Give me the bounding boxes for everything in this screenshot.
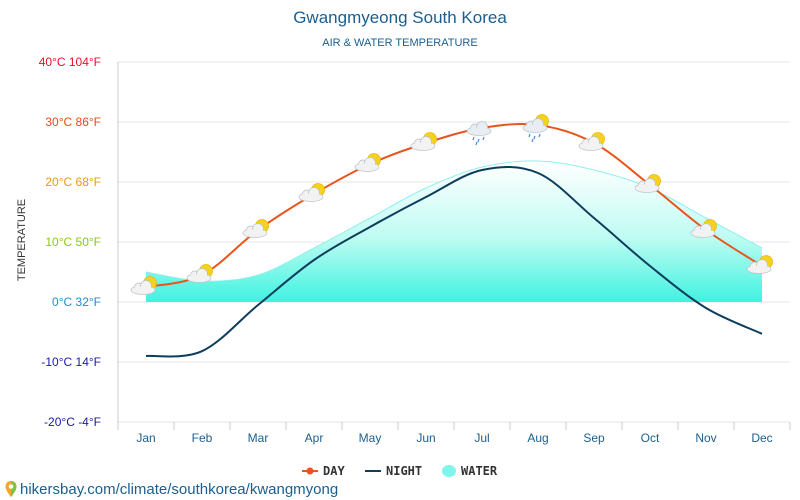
x-tick-label: Apr <box>305 431 324 445</box>
legend-label: WATER <box>461 464 498 478</box>
x-tick-label: Jan <box>136 431 155 445</box>
source-url: hikersbay.com/climate/southkorea/kwangmy… <box>20 480 339 498</box>
series-night-line <box>145 166 763 358</box>
partly-cloudy-icon <box>242 219 269 238</box>
y-tick-label: 10°C 50°F <box>45 235 101 249</box>
x-tick-label: May <box>359 431 382 445</box>
legend-item-night[interactable]: NIGHT <box>365 464 422 478</box>
x-tick-label: Dec <box>751 431 772 445</box>
y-tick-label: -10°C 14°F <box>41 355 101 369</box>
legend-item-water[interactable]: WATER <box>442 464 498 478</box>
partly-cloudy-icon <box>690 219 717 238</box>
partly-cloudy-icon <box>746 255 773 274</box>
x-tick-label: Feb <box>192 431 213 445</box>
y-tick-label: 20°C 68°F <box>45 175 101 189</box>
chart-subtitle: AIR & WATER TEMPERATURE <box>322 37 477 49</box>
x-tick-label: Aug <box>527 431 548 445</box>
x-tick-label: Sep <box>583 431 605 445</box>
partly-cloudy-icon <box>186 264 213 283</box>
partly-cloudy-icon <box>130 276 157 295</box>
partly-cloudy-icon <box>410 132 437 151</box>
y-axis-label: TEMPERATURE <box>16 199 28 281</box>
chart-title: Gwangmyeong South Korea <box>293 8 507 27</box>
partly-cloudy-icon <box>298 183 325 202</box>
partly-cloudy-icon <box>354 153 381 172</box>
x-tick-label: Jun <box>416 431 435 445</box>
y-tick-label: 0°C 32°F <box>52 295 101 309</box>
y-tick-label: 40°C 104°F <box>39 55 101 69</box>
legend-label: NIGHT <box>386 464 422 478</box>
y-tick-label: 30°C 86°F <box>45 115 101 129</box>
x-tick-label: Nov <box>695 431 716 445</box>
rain-cloud-icon <box>466 121 492 146</box>
partly-cloudy-icon <box>634 174 661 193</box>
map-pin-icon <box>5 481 17 497</box>
partly-cloudy-icon <box>578 132 605 151</box>
legend-item-day[interactable]: DAY <box>302 464 345 478</box>
x-tick-label: Oct <box>641 431 660 445</box>
rain-partly-cloudy-icon <box>522 114 549 143</box>
y-tick-label: -20°C -4°F <box>44 415 101 429</box>
series-water-area <box>146 160 762 302</box>
source-link[interactable]: hikersbay.com/climate/southkorea/kwangmy… <box>4 480 338 498</box>
x-tick-label: Mar <box>248 431 269 445</box>
x-tick-label: Jul <box>474 431 489 445</box>
legend-label: DAY <box>323 464 345 478</box>
